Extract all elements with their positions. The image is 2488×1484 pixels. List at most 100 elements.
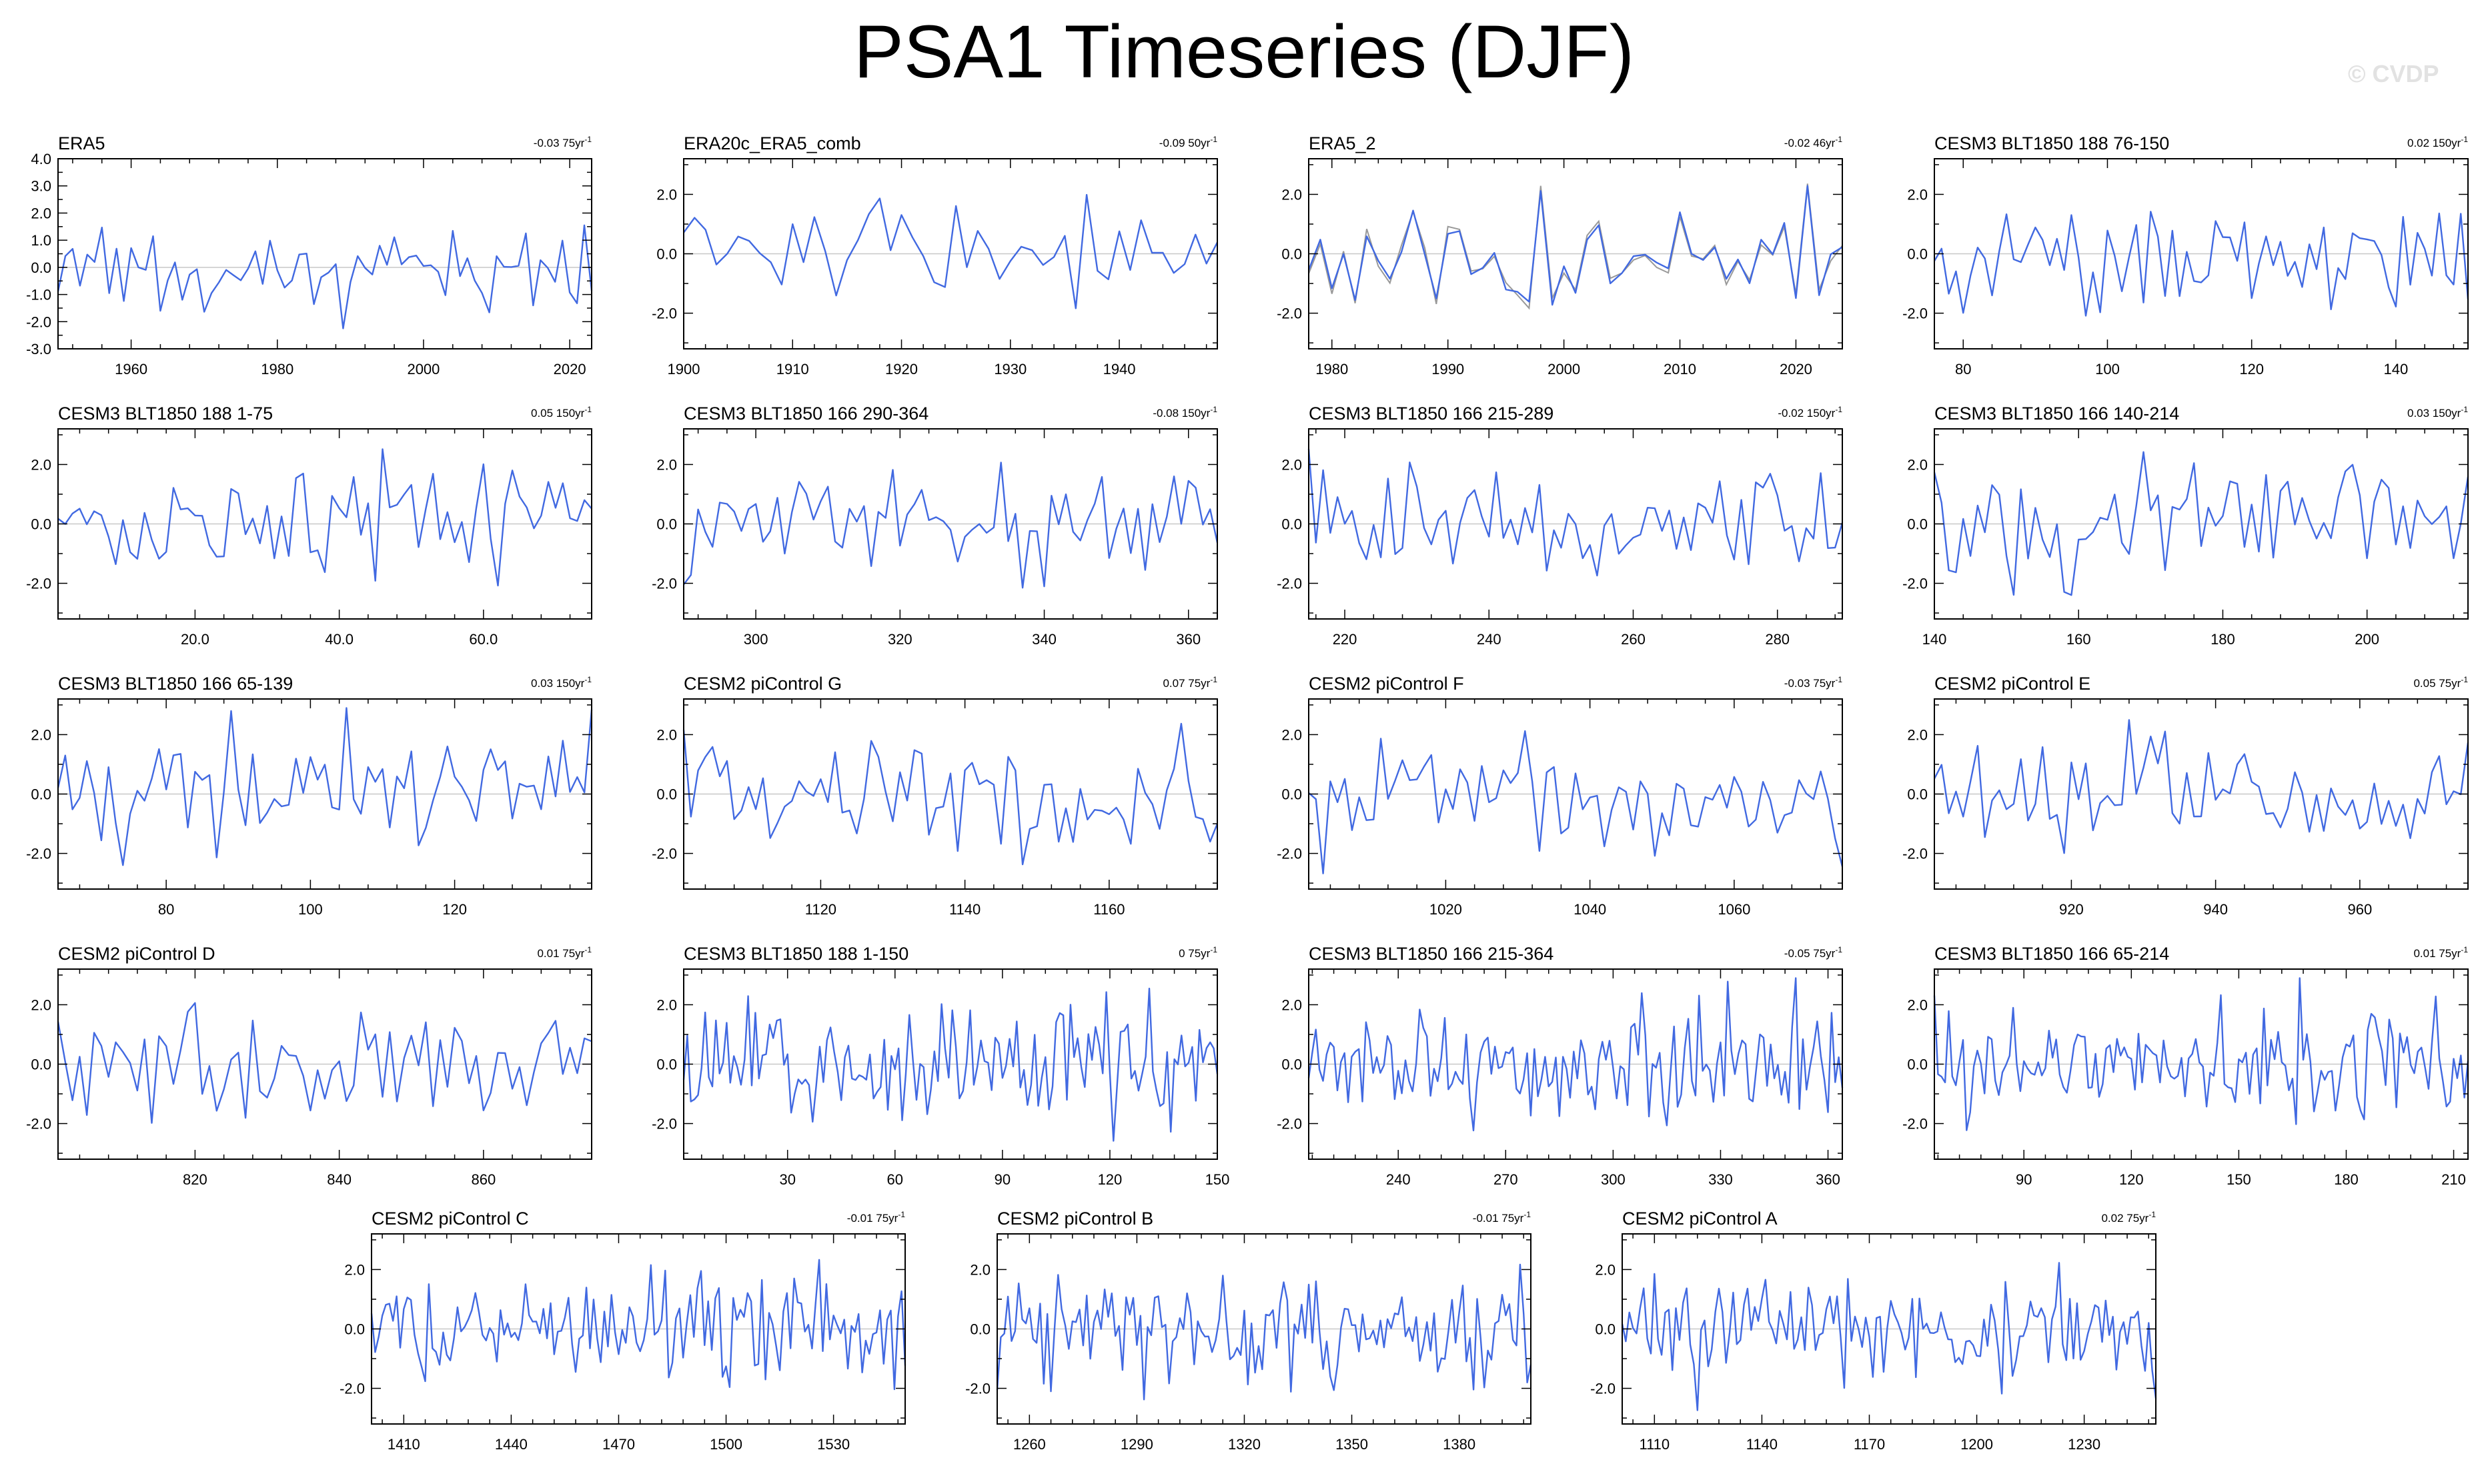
x-tick-label: 1060 <box>1718 901 1750 918</box>
x-tick-label: 920 <box>2059 901 2084 918</box>
trend-label: -0.03 75yr-1 <box>534 135 592 149</box>
chart-panel: CESM2 piControl C -0.01 75yr-1 2.0 0.0 -2.0 1… <box>312 1194 918 1471</box>
chart-panel: CESM2 piControl A 0.02 75yr-1 2.0 0.0 -2.0 11… <box>1562 1194 2169 1471</box>
series-line <box>683 462 1219 589</box>
x-tick-label: 1140 <box>1746 1436 1778 1453</box>
y-tick-label: -2.0 <box>652 846 677 862</box>
trend-label: 0.03 150yr-1 <box>2407 405 2468 420</box>
chart-svg: CESM3 BLT1850 166 65-214 0.01 75yr-1 2.0 0.… <box>1902 944 2469 1188</box>
series-line <box>996 1263 1532 1401</box>
x-tick-label: 1910 <box>776 361 809 378</box>
chart-svg: CESM2 piControl F -0.03 75yr-1 2.0 0.0 -2.0 1… <box>1277 674 1844 918</box>
y-tick-label: -2.0 <box>1902 846 1928 862</box>
panel-title: CESM3 BLT1850 166 290-364 <box>684 404 928 424</box>
series-line <box>1933 719 2469 854</box>
y-tick-label: 0.0 <box>344 1321 365 1338</box>
x-tick-label: 60.0 <box>469 631 498 648</box>
trend-label: -0.01 75yr-1 <box>1473 1210 1531 1225</box>
y-tick-label: 0.0 <box>970 1321 991 1338</box>
panel-title: CESM2 piControl G <box>684 674 842 694</box>
series-line <box>1621 1262 2157 1411</box>
panel-title: ERA20c_ERA5_comb <box>684 133 861 153</box>
trend-label: -0.05 75yr-1 <box>1784 945 1843 960</box>
x-tick-label: 120 <box>442 901 467 918</box>
x-tick-label: 940 <box>2203 901 2228 918</box>
y-tick-label: 2.0 <box>1281 186 1302 203</box>
y-tick-label: 2.0 <box>656 996 677 1013</box>
x-tick-label: 1980 <box>261 361 293 378</box>
y-tick-label: 2.0 <box>31 456 51 473</box>
panel-title: CESM3 BLT1850 166 65-139 <box>58 674 293 694</box>
x-tick-label: 1930 <box>994 361 1027 378</box>
x-tick-label: 1320 <box>1228 1436 1261 1453</box>
x-tick-label: 200 <box>2355 631 2379 648</box>
chart-svg: CESM3 BLT1850 166 215-289 -0.02 150yr-1 2.… <box>1277 404 1844 648</box>
series-line <box>370 1259 906 1391</box>
x-tick-label: 1440 <box>495 1436 528 1453</box>
y-tick-label: -2.0 <box>340 1381 365 1397</box>
y-tick-label: 3.0 <box>31 178 51 195</box>
panel-title: CESM2 piControl E <box>1934 674 2090 694</box>
x-tick-label: 260 <box>1621 631 1646 648</box>
x-tick-label: 1160 <box>1093 901 1125 918</box>
chart-svg: CESM2 piControl E 0.05 75yr-1 2.0 0.0 -2.0 92… <box>1902 674 2469 918</box>
chart-panel: CESM3 BLT1850 166 140-214 0.03 150yr-1 2.0… <box>1874 389 2481 666</box>
panel-title: CESM3 BLT1850 166 215-364 <box>1309 944 1553 964</box>
x-tick-label: 1920 <box>885 361 918 378</box>
y-tick-label: 0.0 <box>1281 516 1302 533</box>
panel-title: CESM2 piControl F <box>1309 674 1464 694</box>
watermark: © CVDP <box>2348 60 2439 87</box>
x-tick-label: 120 <box>2239 361 2264 378</box>
chart-panel: CESM3 BLT1850 188 1-150 0 75yr-1 2.0 0.0 -2.… <box>624 929 1231 1206</box>
panel-title: CESM3 BLT1850 188 1-150 <box>684 944 908 964</box>
x-tick-label: 320 <box>888 631 912 648</box>
x-tick-label: 210 <box>2441 1171 2466 1188</box>
series-line <box>1933 451 2469 596</box>
panel-title: CESM3 BLT1850 166 215-289 <box>1309 404 1553 424</box>
chart-svg: CESM3 BLT1850 166 140-214 0.03 150yr-1 2.0… <box>1902 404 2469 648</box>
x-tick-label: 1470 <box>602 1436 635 1453</box>
chart-panel: ERA5 -0.03 75yr-1 4.0 3.0 2.0 1.0 0.0 -1.0 -2.0 -… <box>0 119 605 396</box>
y-tick-label: 2.0 <box>1281 996 1302 1013</box>
series-line <box>1307 977 1844 1132</box>
x-tick-label: 160 <box>2066 631 2091 648</box>
series-line <box>57 1002 592 1124</box>
x-tick-label: 1410 <box>388 1436 420 1453</box>
y-tick-label: 2.0 <box>31 996 51 1013</box>
series-line <box>1307 448 1844 577</box>
x-tick-label: 1380 <box>1443 1436 1475 1453</box>
x-tick-label: 1940 <box>1103 361 1136 378</box>
panel-title: CESM3 BLT1850 166 140-214 <box>1934 404 2179 424</box>
trend-label: 0.03 150yr-1 <box>531 675 592 690</box>
x-tick-label: 240 <box>1477 631 1501 648</box>
x-tick-label: 270 <box>1493 1171 1518 1188</box>
y-tick-label: 2.0 <box>1907 726 1928 743</box>
chart-panel: CESM2 piControl B -0.01 75yr-1 2.0 0.0 -2.0 1… <box>937 1194 1544 1471</box>
chart-panel: ERA20c_ERA5_comb -0.09 50yr-1 2.0 0.0 -2.0 19… <box>624 119 1231 396</box>
x-tick-label: 1530 <box>817 1436 850 1453</box>
x-tick-label: 1110 <box>1639 1436 1670 1453</box>
y-tick-label: 4.0 <box>31 151 51 167</box>
chart-panel: CESM3 BLT1850 188 76-150 0.02 150yr-1 2.0 0… <box>1874 119 2481 396</box>
x-tick-label: 960 <box>2347 901 2372 918</box>
x-tick-label: 280 <box>1765 631 1790 648</box>
chart-panel: CESM3 BLT1850 166 215-364 -0.05 75yr-1 2.0… <box>1249 929 1856 1206</box>
series-line <box>57 224 593 329</box>
x-tick-label: 1230 <box>2068 1436 2100 1453</box>
trend-label: 0 75yr-1 <box>1179 945 1217 960</box>
y-tick-label: -2.0 <box>26 1116 51 1133</box>
x-tick-label: 2020 <box>1780 361 1812 378</box>
panel-title: CESM2 piControl B <box>997 1209 1153 1229</box>
chart-svg: CESM2 piControl A 0.02 75yr-1 2.0 0.0 -2.0 11… <box>1590 1209 2157 1453</box>
x-tick-label: 1140 <box>949 901 981 918</box>
x-tick-label: 100 <box>298 901 323 918</box>
series-line <box>57 707 593 866</box>
chart-svg: CESM2 piControl G 0.07 75yr-1 2.0 0.0 -2.0 11… <box>652 674 1219 918</box>
y-tick-label: -2.0 <box>652 305 677 322</box>
x-tick-label: 1170 <box>1854 1436 1885 1453</box>
x-tick-label: 1900 <box>668 361 700 378</box>
series-line <box>57 448 592 587</box>
x-tick-label: 60 <box>887 1171 903 1188</box>
x-tick-label: 150 <box>2227 1171 2251 1188</box>
x-tick-label: 180 <box>2211 631 2235 648</box>
